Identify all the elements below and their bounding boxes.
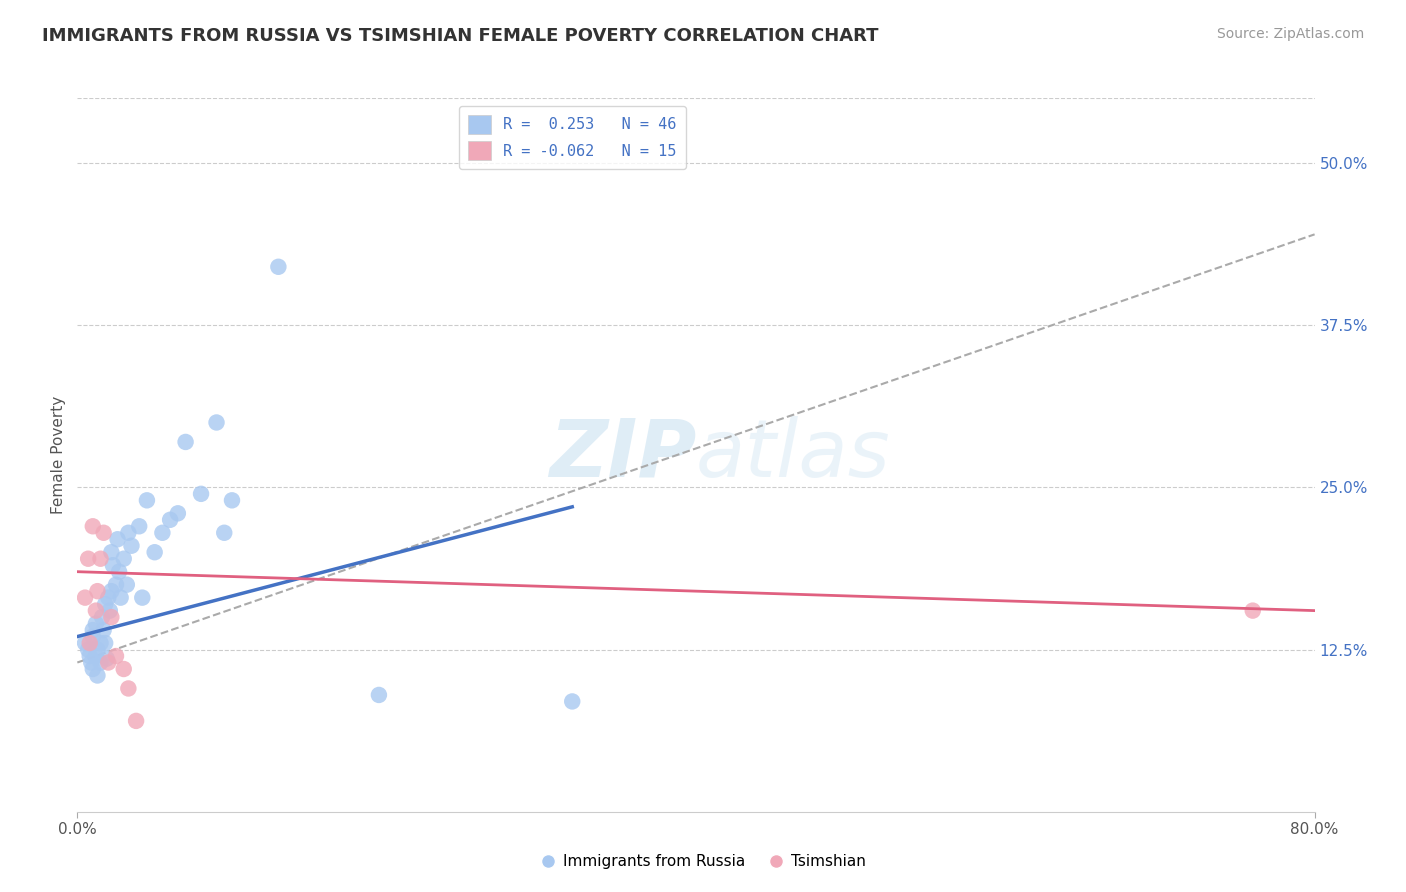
Point xyxy=(125,714,148,728)
Point xyxy=(75,591,96,605)
Point xyxy=(82,519,104,533)
Point xyxy=(214,525,236,540)
Point xyxy=(97,591,120,605)
Text: Source: ZipAtlas.com: Source: ZipAtlas.com xyxy=(1216,27,1364,41)
Point xyxy=(79,636,101,650)
Point xyxy=(108,565,131,579)
Point xyxy=(94,636,117,650)
Point xyxy=(90,656,112,670)
Point xyxy=(100,610,122,624)
Point xyxy=(107,533,129,547)
Point xyxy=(75,636,96,650)
Point xyxy=(84,648,107,663)
Point xyxy=(86,584,108,599)
Point xyxy=(105,577,128,591)
Point xyxy=(94,597,117,611)
Point xyxy=(82,630,104,644)
Point xyxy=(86,668,108,682)
Point xyxy=(174,434,197,449)
Text: IMMIGRANTS FROM RUSSIA VS TSIMSHIAN FEMALE POVERTY CORRELATION CHART: IMMIGRANTS FROM RUSSIA VS TSIMSHIAN FEMA… xyxy=(42,27,879,45)
Point xyxy=(77,551,100,566)
Point xyxy=(101,558,124,573)
Point xyxy=(112,662,135,676)
Point xyxy=(368,688,391,702)
Point xyxy=(96,651,118,665)
Point xyxy=(82,623,104,637)
Point xyxy=(131,591,153,605)
Text: atlas: atlas xyxy=(696,416,891,494)
Point xyxy=(143,545,166,559)
Point xyxy=(84,604,107,618)
Point xyxy=(93,623,115,637)
Point xyxy=(100,584,122,599)
Point xyxy=(82,662,104,676)
Point xyxy=(86,642,108,657)
Point xyxy=(80,656,103,670)
Point xyxy=(190,487,212,501)
Point xyxy=(77,642,100,657)
Legend: R =  0.253   N = 46, R = -0.062   N = 15: R = 0.253 N = 46, R = -0.062 N = 15 xyxy=(458,106,686,169)
Y-axis label: Female Poverty: Female Poverty xyxy=(51,396,66,514)
Point xyxy=(98,604,121,618)
Point xyxy=(112,551,135,566)
Point xyxy=(167,506,190,520)
Point xyxy=(128,519,150,533)
Point xyxy=(159,513,181,527)
Point xyxy=(205,416,228,430)
Point xyxy=(100,545,122,559)
Text: ZIP: ZIP xyxy=(548,416,696,494)
Point xyxy=(115,577,138,591)
Point xyxy=(1241,604,1264,618)
Point xyxy=(79,648,101,663)
Point xyxy=(267,260,290,274)
Point xyxy=(152,525,174,540)
Point xyxy=(93,525,115,540)
Point xyxy=(91,610,114,624)
Point xyxy=(84,616,107,631)
Point xyxy=(97,656,120,670)
Point xyxy=(110,591,132,605)
Point xyxy=(221,493,243,508)
Legend: Immigrants from Russia, Tsimshian: Immigrants from Russia, Tsimshian xyxy=(534,848,872,875)
Point xyxy=(121,539,143,553)
Point xyxy=(117,525,139,540)
Point xyxy=(105,648,128,663)
Point xyxy=(90,551,112,566)
Point xyxy=(136,493,159,508)
Point xyxy=(561,694,583,708)
Point xyxy=(117,681,139,696)
Point xyxy=(90,636,112,650)
